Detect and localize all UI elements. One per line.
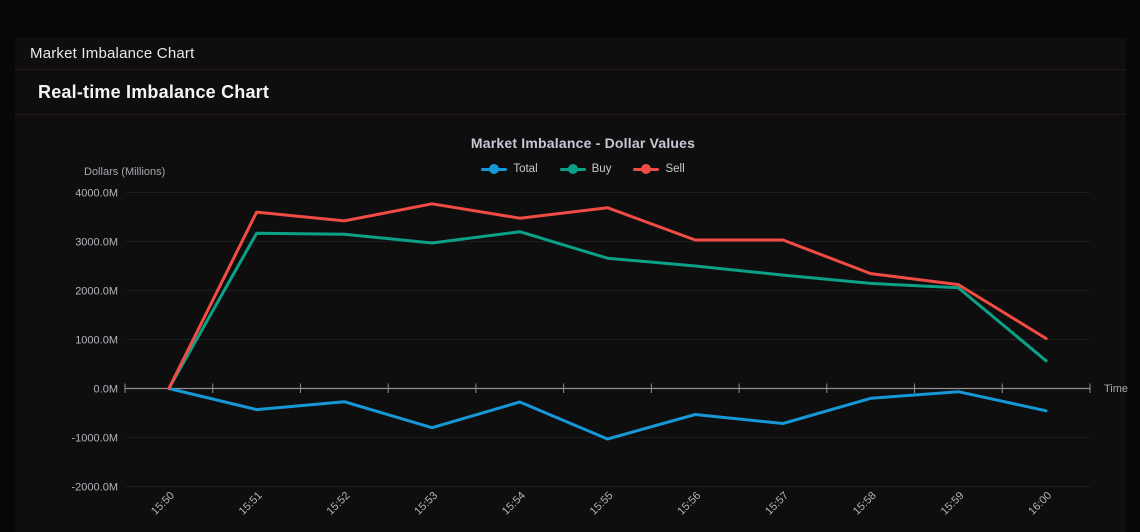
y-axis-tick-labels: 4000.0M 3000.0M 2000.0M 1000.0M 0.0M -1000.0M… xyxy=(72,188,118,494)
section-heading-label: Real-time Imbalance Chart xyxy=(38,81,270,102)
panel-title: Market Imbalance Chart xyxy=(30,45,195,62)
x-tick-label: 15:59 xyxy=(939,490,967,518)
series-line-sell xyxy=(167,202,1048,390)
legend-item-sell[interactable]: Sell xyxy=(633,163,685,175)
x-axis-tick-labels: 15:50 15:51 15:52 15:53 15:54 15:55 15:56 15:57… xyxy=(149,490,1054,518)
x-tick-label: 15:56 xyxy=(675,490,703,518)
section-heading: Real-time Imbalance Chart xyxy=(15,70,1126,115)
gridlines xyxy=(126,192,1090,487)
legend-marker-sell-icon xyxy=(633,164,660,174)
chart-title: Market Imbalance - Dollar Values xyxy=(470,135,696,151)
legend-label: Total xyxy=(513,163,538,175)
legend-label: Sell xyxy=(665,163,685,175)
y-axis-title: Dollars (Millions) xyxy=(84,166,166,178)
legend-marker-total-icon xyxy=(481,164,508,174)
x-tick-label: 15:51 xyxy=(237,490,265,518)
y-tick-label: 2000.0M xyxy=(75,286,118,298)
x-tick-label: 15:53 xyxy=(412,490,440,518)
x-tick-label: 16:00 xyxy=(1026,490,1054,518)
x-axis xyxy=(124,383,1091,393)
y-tick-label: 4000.0M xyxy=(75,188,118,200)
chart-legend: Total Buy Sell xyxy=(26,163,1140,175)
y-tick-label: 1000.0M xyxy=(75,335,118,347)
legend-marker-buy-icon xyxy=(559,164,586,174)
legend-label: Buy xyxy=(591,163,612,175)
x-tick-label: 15:50 xyxy=(149,490,177,518)
x-tick-label: 15:57 xyxy=(763,490,791,518)
panel-header: Market Imbalance Chart xyxy=(15,38,1126,70)
market-imbalance-panel: Market Imbalance Chart Real-time Imbalan… xyxy=(15,38,1126,532)
x-tick-label: 15:58 xyxy=(851,490,879,518)
y-tick-label: 0.0M xyxy=(94,384,118,396)
series-line-buy xyxy=(167,230,1048,390)
x-tick-label: 15:52 xyxy=(324,490,352,518)
y-tick-label: -2000.0M xyxy=(72,482,118,494)
legend-item-buy[interactable]: Buy xyxy=(559,163,612,175)
y-tick-label: 3000.0M xyxy=(75,237,118,249)
x-tick-label: 15:54 xyxy=(500,490,528,518)
x-axis-title: Time xyxy=(1104,383,1128,395)
series-line-total xyxy=(167,387,1048,441)
y-tick-label: -1000.0M xyxy=(72,433,118,445)
x-tick-label: 15:55 xyxy=(588,490,616,518)
legend-item-total[interactable]: Total xyxy=(481,163,538,175)
